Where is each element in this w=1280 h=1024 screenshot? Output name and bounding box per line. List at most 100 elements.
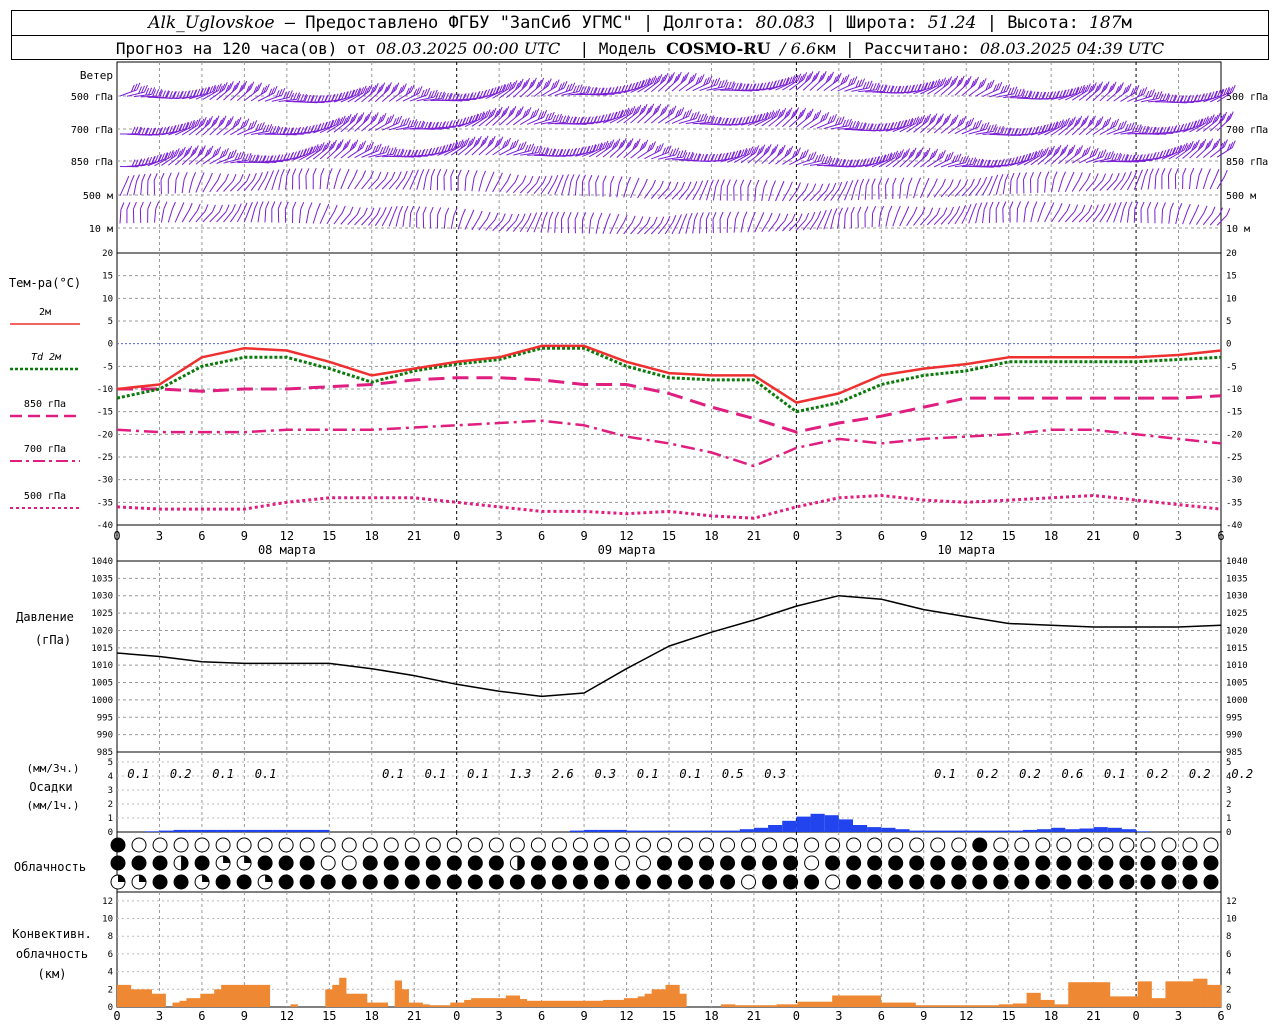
- precip-tick-right: 3: [1226, 786, 1231, 796]
- wind-barb-feather: [596, 115, 601, 123]
- wind-barb-feather: [892, 177, 897, 186]
- wind-barb-feather: [807, 110, 812, 118]
- wind-barb-feather: [952, 116, 957, 124]
- model-res: / 6.6: [780, 38, 817, 58]
- wind-barb-feather: [339, 139, 344, 147]
- wind-barb-feather: [171, 201, 176, 210]
- conv-bar: [498, 998, 507, 1007]
- wind-barb-feather: [519, 106, 524, 114]
- wind-barb-feather: [792, 109, 797, 117]
- cloud-disc: [635, 855, 651, 871]
- wind-barb-feather: [197, 149, 202, 157]
- wind-barb-shaft: [775, 220, 786, 232]
- wind-barb-shaft: [781, 188, 790, 202]
- wind-barb-feather: [505, 106, 510, 114]
- wind-barb-feather: [912, 147, 917, 156]
- wind-barb-feather: [632, 142, 637, 151]
- wind-barb-feather: [185, 122, 190, 130]
- wind-barb-shaft: [982, 209, 985, 224]
- conv-bar: [429, 1005, 437, 1007]
- hour-tick-label-bottom: 0: [113, 1009, 120, 1023]
- wind-barb-feather: [548, 148, 553, 156]
- series-line-850-гПа: [117, 376, 1222, 434]
- wind-barb-shaft: [181, 124, 198, 136]
- wind-barb-feather: [406, 149, 411, 157]
- wind-barb-feather: [503, 108, 508, 116]
- wind-barb-feather: [618, 142, 623, 150]
- wind-barb-feather: [455, 93, 460, 101]
- wind-barb-feather: [911, 84, 916, 92]
- cloud-disc: [720, 837, 736, 853]
- wind-barb-feather: [161, 153, 166, 161]
- wind-barb-feather: [659, 180, 664, 189]
- wind-barb-feather: [964, 120, 969, 129]
- wind-barb-feather: [293, 151, 297, 159]
- temp-tick-right: -10: [1226, 385, 1242, 395]
- wind-barb-feather: [462, 117, 467, 125]
- wind-barb-feather: [297, 94, 302, 102]
- wind-barb-feather: [347, 90, 352, 98]
- wind-barb-shaft: [423, 175, 427, 190]
- wind-barb-feather: [188, 202, 193, 211]
- wind-barb-feather: [275, 125, 280, 134]
- hour-tick-label: 0: [793, 529, 800, 543]
- wind-barb-shaft: [637, 185, 645, 199]
- wind-barb-feather: [469, 138, 474, 146]
- wind-barb-feather: [688, 109, 693, 117]
- wind-barb-feather: [668, 74, 673, 82]
- wind-barb-shaft: [1133, 208, 1136, 223]
- cloud-disc: [614, 837, 630, 853]
- wind-barb-feather: [822, 209, 827, 218]
- wind-barb-feather: [253, 86, 258, 94]
- wind-barb-feather: [876, 123, 881, 131]
- wind-barb-feather: [1209, 138, 1214, 146]
- wind-barb-feather: [482, 170, 487, 179]
- cloud-disc: [783, 837, 799, 853]
- wind-barb-feather: [659, 76, 664, 85]
- wind-barb-feather: [552, 114, 557, 123]
- cloud-disc: [993, 874, 1009, 890]
- wind-barb-feather: [864, 206, 869, 214]
- wind-barb-feather: [350, 89, 355, 97]
- wind-barb-shaft: [658, 154, 676, 160]
- wind-barb-shaft: [547, 121, 566, 125]
- wind-barb-feather: [568, 83, 573, 91]
- wind-barb-feather: [586, 145, 591, 154]
- wind-barb-feather: [376, 86, 381, 94]
- wind-barb-feather: [574, 212, 579, 220]
- wind-barb-feather: [776, 213, 781, 221]
- wind-barb-feather: [415, 87, 420, 95]
- conv-bar: [818, 1001, 826, 1007]
- wind-barb-feather: [903, 85, 908, 94]
- wind-barb-feather: [764, 112, 769, 121]
- conv-bar: [1158, 998, 1166, 1007]
- wind-barb-feather: [855, 120, 860, 129]
- cloud-disc: [299, 837, 315, 853]
- pressure-tick-left: 995: [97, 713, 113, 723]
- cloud-icon: [278, 874, 294, 890]
- pressure-tick-left: 1040: [91, 557, 113, 567]
- wind-barb-feather: [352, 141, 356, 149]
- wind-barb-feather: [1183, 123, 1188, 131]
- wind-barb-feather: [244, 153, 249, 161]
- wind-barb-feather: [945, 78, 950, 86]
- wind-barb-shaft: [236, 180, 248, 192]
- wind-barb-feather: [785, 77, 790, 85]
- conv-bar: [957, 1005, 965, 1007]
- wind-barb-feather: [791, 150, 796, 159]
- wind-barb-feather: [182, 90, 187, 99]
- wind-barb-feather: [300, 201, 305, 210]
- pressure-tick-right: 990: [1226, 731, 1242, 741]
- wind-barb-feather: [282, 126, 287, 135]
- wind-barb-feather: [554, 174, 559, 183]
- wind-barb-feather: [522, 110, 527, 119]
- cloud-icon: [656, 874, 672, 890]
- wind-barb-feather: [558, 113, 563, 122]
- temp-tick-right: 15: [1226, 272, 1237, 282]
- wind-barb-feather: [163, 152, 168, 160]
- wind-barb-feather: [1071, 144, 1076, 153]
- wind-barb-shaft: [1182, 210, 1188, 225]
- precip-bar: [598, 829, 613, 832]
- wind-barb-shaft: [906, 184, 910, 199]
- wind-barb-feather: [1036, 150, 1041, 158]
